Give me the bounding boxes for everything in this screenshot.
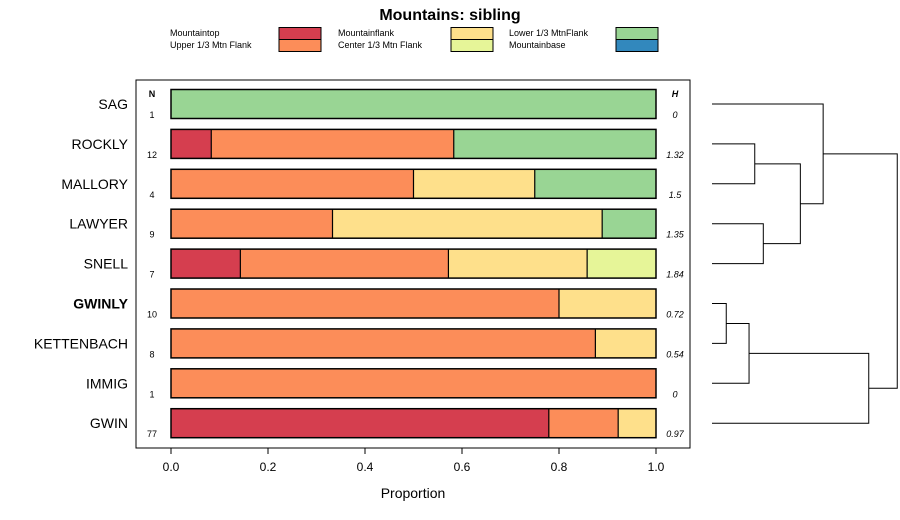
bar-segment <box>171 408 549 438</box>
dendrogram-link <box>712 322 750 384</box>
row-label: IMMIG <box>86 375 128 391</box>
row-label: MALLORY <box>61 176 128 192</box>
row-h-value: 1.32 <box>666 150 684 160</box>
bar-segment <box>559 289 656 318</box>
row-h-value: 0.54 <box>666 349 684 359</box>
row-n-count: 8 <box>149 349 154 359</box>
row-n-count: 4 <box>149 190 154 200</box>
dendrogram-link <box>712 103 824 205</box>
bar-outline <box>170 248 657 279</box>
x-tick-label: 0.8 <box>551 460 568 474</box>
x-tick-label: 0.4 <box>357 460 374 474</box>
legend-label: Upper 1/3 Mtn Flank <box>170 40 252 50</box>
bar-segment <box>171 289 559 318</box>
legend: Mountaintop Upper 1/3 Mtn Flank Mountainfl… <box>170 27 659 52</box>
x-axis: 0.0 0.2 0.4 0.6 0.8 1.0 <box>163 448 665 474</box>
bar-segment <box>453 129 656 159</box>
legend-label: Lower 1/3 MtnFlank <box>509 28 589 38</box>
row-n-count: 1 <box>149 110 154 120</box>
row-h-value: 1.84 <box>666 270 684 280</box>
n-column-header: N <box>149 89 156 99</box>
legend-label: Mountainflank <box>338 28 395 38</box>
bar-outline <box>170 208 657 239</box>
x-tick-label: 0.6 <box>454 460 471 474</box>
h-column-header: H <box>672 89 679 99</box>
bar-segment <box>587 249 656 279</box>
bar-segment <box>211 129 454 159</box>
bar-outline <box>170 368 657 399</box>
row-label: SNELL <box>84 256 129 272</box>
dendrogram-link <box>712 223 764 265</box>
bar-segment <box>171 129 212 159</box>
bar-segment <box>548 408 619 438</box>
legend-swatch <box>278 39 322 52</box>
dendrogram-link <box>712 303 727 344</box>
row-label: KETTENBACH <box>34 335 128 351</box>
bar-segment <box>448 249 588 279</box>
bar-segment <box>171 368 656 398</box>
legend-swatch <box>450 39 494 52</box>
row-label: GWINLY <box>73 296 128 312</box>
row-n-count: 10 <box>147 310 157 320</box>
bar-outline <box>170 407 657 439</box>
bar-segment <box>171 169 414 199</box>
chart-title: Mountains: sibling <box>379 7 520 24</box>
legend-label: Mountaintop <box>170 28 220 38</box>
row-n-count: 77 <box>147 429 157 439</box>
bar-segment <box>332 209 603 239</box>
row-h-value: 0.72 <box>666 310 684 320</box>
plot-frame <box>135 79 691 449</box>
legend-swatch <box>278 27 322 40</box>
dendrogram-link <box>823 153 898 389</box>
row-h-value: 1.35 <box>666 230 685 240</box>
bar-segment <box>240 249 449 279</box>
row-label: LAWYER <box>69 216 128 232</box>
legend-swatch <box>615 27 659 40</box>
x-tick-label: 0.0 <box>163 460 180 474</box>
dendrogram-link <box>712 352 870 424</box>
legend-label: Mountainbase <box>509 40 566 50</box>
row-n-count: 1 <box>149 389 154 399</box>
bar-outline <box>170 168 657 200</box>
dendrogram-link <box>754 163 801 245</box>
bar-outline <box>170 88 657 120</box>
row-h-value: 0 <box>672 389 677 399</box>
bar-segment <box>618 408 656 438</box>
bar-segment <box>602 209 656 239</box>
bar-segment <box>171 89 656 119</box>
row-n-count: 7 <box>149 270 154 280</box>
row-h-value: 0.97 <box>666 429 685 439</box>
row-label: ROCKLY <box>71 136 128 152</box>
bar-segment <box>413 169 535 199</box>
legend-label: Center 1/3 Mtn Flank <box>338 40 423 50</box>
dendrogram-link <box>712 143 756 185</box>
row-h-value: 1.5 <box>669 190 683 200</box>
bar-segment <box>171 249 241 279</box>
row-h-value: 0 <box>672 110 677 120</box>
legend-swatch <box>615 39 659 52</box>
bar-segment <box>171 328 596 358</box>
bar-segment <box>595 328 656 358</box>
bar-segment <box>534 169 656 199</box>
bar-outline <box>170 328 657 359</box>
x-tick-label: 1.0 <box>648 460 665 474</box>
row-label: GWIN <box>90 415 128 431</box>
bar-segment <box>171 209 333 239</box>
row-n-count: 12 <box>147 150 157 160</box>
x-axis-label: Proportion <box>381 485 446 501</box>
x-tick-label: 0.2 <box>260 460 277 474</box>
dendrogram <box>712 103 898 424</box>
bar-outline <box>170 288 657 319</box>
bar-outline <box>170 128 657 160</box>
row-label: SAG <box>98 96 128 112</box>
row-n-count: 9 <box>149 230 154 240</box>
legend-swatch <box>450 27 494 40</box>
